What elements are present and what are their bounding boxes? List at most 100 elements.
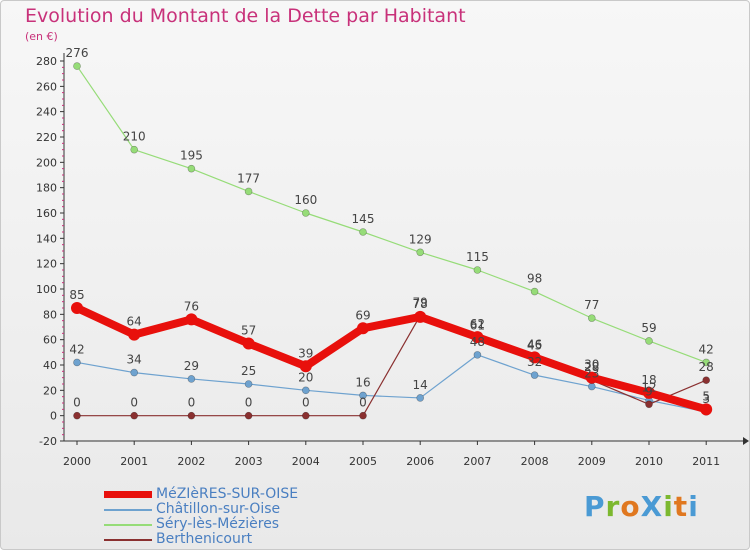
data-label: 62 xyxy=(470,317,485,331)
legend-item: Berthenicourt xyxy=(104,532,298,547)
chart-unit: (en €) xyxy=(25,30,58,43)
x-tick-label: 2010 xyxy=(635,455,663,468)
legend-swatch xyxy=(104,523,152,526)
data-point xyxy=(244,411,253,420)
data-point xyxy=(359,411,367,420)
data-label: 30 xyxy=(584,358,599,372)
data-label: 85 xyxy=(69,288,84,302)
y-tick-label: 0 xyxy=(50,410,57,423)
data-label: 3 xyxy=(702,392,710,406)
series-line-3 xyxy=(76,315,707,417)
logo-letter: i xyxy=(663,490,674,523)
data-point xyxy=(416,248,425,257)
data-point xyxy=(587,314,596,322)
logo-letter: r xyxy=(605,490,621,523)
data-point xyxy=(471,331,484,344)
series-line-1 xyxy=(76,354,707,413)
data-point xyxy=(128,328,141,341)
data-label: 210 xyxy=(123,130,146,144)
x-tick-label: 2006 xyxy=(406,455,434,468)
data-point xyxy=(130,145,138,154)
logo-letter: i xyxy=(688,490,699,523)
data-label: 59 xyxy=(641,321,656,335)
data-label: 61 xyxy=(470,318,485,332)
y-tick-label: 120 xyxy=(36,258,57,271)
data-point xyxy=(244,380,253,388)
data-label: 28 xyxy=(584,360,599,374)
y-tick-label: 260 xyxy=(36,80,57,93)
data-point xyxy=(585,371,598,384)
proxiti-logo: ProXiti xyxy=(584,490,699,523)
x-tick-label: 2000 xyxy=(63,455,91,468)
data-point xyxy=(530,371,539,379)
data-point xyxy=(187,411,196,420)
x-tick-label: 2008 xyxy=(521,455,549,468)
chart-legend: MéZIèRES-SUR-OISE Châtillon-sur-Oise Séry-… xyxy=(104,487,298,547)
series-line-0 xyxy=(73,304,711,414)
y-tick-label: 60 xyxy=(43,334,57,347)
legend-swatch xyxy=(104,538,152,541)
legend-label: Berthenicourt xyxy=(156,531,253,547)
data-label: 46 xyxy=(527,337,542,351)
data-label: 12 xyxy=(641,380,656,394)
logo-letter: o xyxy=(620,490,641,523)
x-axis-arrow xyxy=(743,437,749,445)
data-point xyxy=(130,411,138,420)
data-label: 9 xyxy=(645,384,653,398)
legend-label: Châtillon-sur-Oise xyxy=(156,501,281,517)
data-label: 20 xyxy=(298,370,313,384)
data-point xyxy=(301,209,310,217)
data-point xyxy=(301,386,310,395)
data-label: 69 xyxy=(355,308,370,322)
data-point xyxy=(416,394,425,402)
data-point xyxy=(185,313,198,326)
data-label: 34 xyxy=(127,353,142,367)
series-line-2 xyxy=(76,65,707,364)
data-point xyxy=(73,411,81,420)
data-label: 23 xyxy=(584,367,599,381)
y-tick-label: 240 xyxy=(36,106,57,119)
data-label: 129 xyxy=(409,232,432,246)
y-tick-label: 20 xyxy=(43,384,57,397)
x-tick-label: 2004 xyxy=(292,455,320,468)
data-label: 78 xyxy=(413,297,428,311)
data-label: 115 xyxy=(466,250,489,264)
data-point xyxy=(73,358,81,367)
y-tick-label: -20 xyxy=(39,435,57,448)
data-point xyxy=(359,228,367,236)
legend-swatch xyxy=(104,508,152,511)
legend-item: Séry-lès-Mézières xyxy=(104,517,298,532)
data-label: 195 xyxy=(180,149,203,163)
data-point xyxy=(645,337,653,345)
data-label: 18 xyxy=(641,373,656,387)
x-tick-label: 2007 xyxy=(463,455,491,468)
y-tick-label: 80 xyxy=(43,308,57,321)
y-tick-label: 140 xyxy=(36,232,57,245)
y-tick-label: 200 xyxy=(36,156,57,169)
y-tick-label: 160 xyxy=(36,207,57,220)
chart-title: Evolution du Montant de la Dette par Hab… xyxy=(25,5,466,27)
data-point xyxy=(130,368,138,377)
data-point xyxy=(187,164,196,173)
legend-label: Séry-lès-Mézières xyxy=(156,516,280,532)
legend-label: MéZIèRES-SUR-OISE xyxy=(156,486,299,502)
data-label: 0 xyxy=(130,396,138,410)
logo-letter: t xyxy=(673,490,689,523)
data-label: 48 xyxy=(470,335,485,349)
data-label: 276 xyxy=(66,46,89,60)
data-label: 32 xyxy=(527,355,542,369)
data-label: 5 xyxy=(702,389,710,403)
data-label: 177 xyxy=(237,171,260,185)
y-tick-label: 280 xyxy=(36,55,57,68)
data-point xyxy=(645,400,653,409)
x-tick-label: 2003 xyxy=(235,455,263,468)
data-point xyxy=(187,375,196,383)
y-tick-label: 40 xyxy=(43,359,57,372)
data-point xyxy=(244,187,253,196)
data-point xyxy=(473,266,482,274)
data-label: 39 xyxy=(298,346,313,360)
data-label: 42 xyxy=(69,342,84,356)
data-point xyxy=(357,322,369,335)
data-point xyxy=(702,376,711,385)
